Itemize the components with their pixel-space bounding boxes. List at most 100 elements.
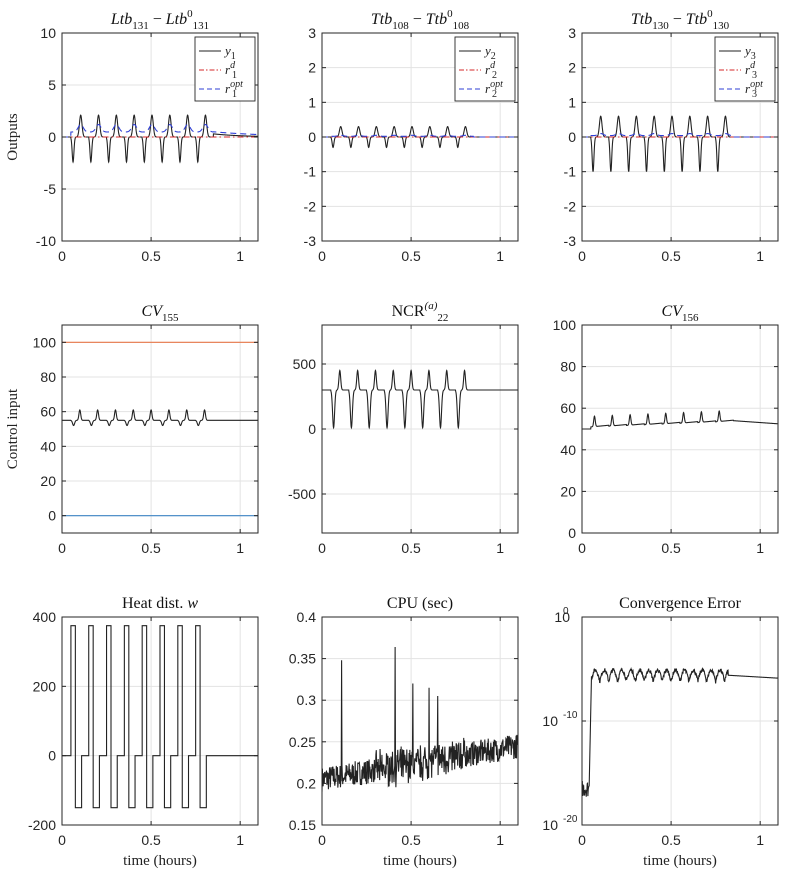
y-tick-label: 0.15 [289, 817, 316, 833]
x-tick-label: 1 [756, 832, 764, 848]
x-tick-label: 0.5 [661, 832, 681, 848]
x-tick-label: 0.5 [661, 540, 681, 556]
series-line-err [582, 666, 778, 797]
y-tick-label: 100 [553, 317, 577, 333]
y-tick-exponent: -20 [563, 814, 578, 825]
y-tick-label: -5 [44, 181, 57, 197]
y-tick-label: 0.4 [297, 609, 317, 625]
x-tick-label: 0.5 [401, 832, 421, 848]
legend-label-ropt: ropt 2 [485, 79, 503, 100]
x-tick-label: 1 [756, 248, 764, 264]
x-tick-label: 0.5 [401, 540, 421, 556]
panel-p4: 0 0.5 1 0 20 40 60 80 100 CV155 Control input [5, 303, 259, 556]
panel-title: Ttb108 − Ttb0108 [371, 8, 470, 32]
legend-label-ropt: ropt 1 [225, 79, 243, 100]
series-group [582, 666, 778, 797]
y-tick-label: -3 [564, 233, 577, 249]
x-tick-label: 0 [58, 248, 66, 264]
series-line-cpu [322, 646, 518, 792]
y-tick-label: 1 [568, 94, 576, 110]
series-line-ropt [322, 134, 518, 138]
y-tick-exponent: 0 [563, 606, 569, 617]
x-tick-label: 1 [756, 540, 764, 556]
legend-box [454, 36, 516, 102]
axes-box [61, 616, 259, 826]
legend-label-rd: rd 2 [485, 60, 497, 81]
series-line-u [62, 409, 258, 427]
y-tick-label: 10 [542, 817, 558, 833]
x-tick-label: 0 [578, 248, 586, 264]
panel-p6: 0 0.5 1 0 20 40 60 80 100 CV156 [553, 303, 779, 556]
x-tick-label: 1 [496, 540, 504, 556]
y-tick-label: 80 [40, 369, 56, 385]
panel-p8: 0 0.5 1 0.15 0.2 0.25 0.3 0.35 0.4 CPU (sec) time … [289, 595, 519, 869]
series-group [322, 125, 518, 149]
y-tick-label: 40 [560, 442, 576, 458]
y-tick-label: 20 [560, 483, 576, 499]
y-tick-label: 0 [308, 421, 316, 437]
y-tick-label: 0.2 [297, 775, 317, 791]
x-tick-label: 1 [236, 832, 244, 848]
series-group [62, 625, 258, 809]
x-tick-label: 1 [236, 248, 244, 264]
y-tick-label: 0.3 [297, 692, 317, 708]
y-tick-label: 200 [33, 678, 57, 694]
x-tick-label: 0 [318, 832, 326, 848]
y-tick-label: 5 [48, 77, 56, 93]
y-tick-label: -200 [28, 817, 56, 833]
series-group [582, 325, 778, 533]
y-tick-label: 0 [48, 508, 56, 524]
panel-title: NCR(a)22 [392, 300, 449, 324]
y-tick-label: 1 [308, 94, 316, 110]
y-tick-label: 2 [568, 60, 576, 76]
y-tick-label: 2 [308, 60, 316, 76]
panel-title: Convergence Error [619, 595, 742, 612]
panel-title: CPU (sec) [387, 595, 453, 612]
x-tick-label: 0 [578, 832, 586, 848]
x-tick-label: 0 [58, 540, 66, 556]
y-tick-label: 0 [308, 129, 316, 145]
x-tick-label: 0 [578, 540, 586, 556]
y-tick-label: 3 [308, 25, 316, 41]
legend-label-ropt: ropt 3 [745, 79, 763, 100]
y-tick-label: 400 [33, 609, 57, 625]
legend-label-y2: y2 [483, 43, 496, 62]
x-axis-label: time (hours) [383, 853, 457, 869]
panel-title: Heat dist. w [122, 595, 198, 612]
axes-box [321, 616, 519, 826]
x-tick-label: 0.5 [141, 832, 161, 848]
y-tick-label: -3 [304, 233, 317, 249]
x-tick-label: 1 [236, 540, 244, 556]
x-tick-label: 0.5 [141, 540, 161, 556]
y-tick-label: 0 [48, 748, 56, 764]
legend-label-rd: rd 3 [745, 60, 757, 81]
x-tick-label: 0.5 [401, 248, 421, 264]
x-axis-label: time (hours) [123, 853, 197, 869]
series-line-ropt [62, 123, 258, 138]
legend-box [194, 36, 256, 102]
legend-label-y1: y1 [223, 43, 236, 62]
y-tick-label: 60 [40, 404, 56, 420]
axes-box [61, 324, 259, 534]
y-tick-label: 20 [40, 473, 56, 489]
x-axis-label: time (hours) [643, 853, 717, 869]
y-tick-label: 0 [568, 525, 576, 541]
x-tick-label: 0.5 [661, 248, 681, 264]
legend-box [714, 36, 776, 102]
y-tick-label: 0 [568, 129, 576, 145]
series-group [322, 369, 518, 430]
x-tick-label: 1 [496, 832, 504, 848]
y-tick-label: -2 [304, 198, 317, 214]
legend-label-rd: rd 1 [225, 60, 237, 81]
y-axis-label: Control input [5, 388, 21, 469]
y-tick-label: -500 [288, 486, 316, 502]
y-tick-label: 10 [542, 713, 558, 729]
panel-title: Ttb130 − Ttb0130 [631, 8, 730, 32]
